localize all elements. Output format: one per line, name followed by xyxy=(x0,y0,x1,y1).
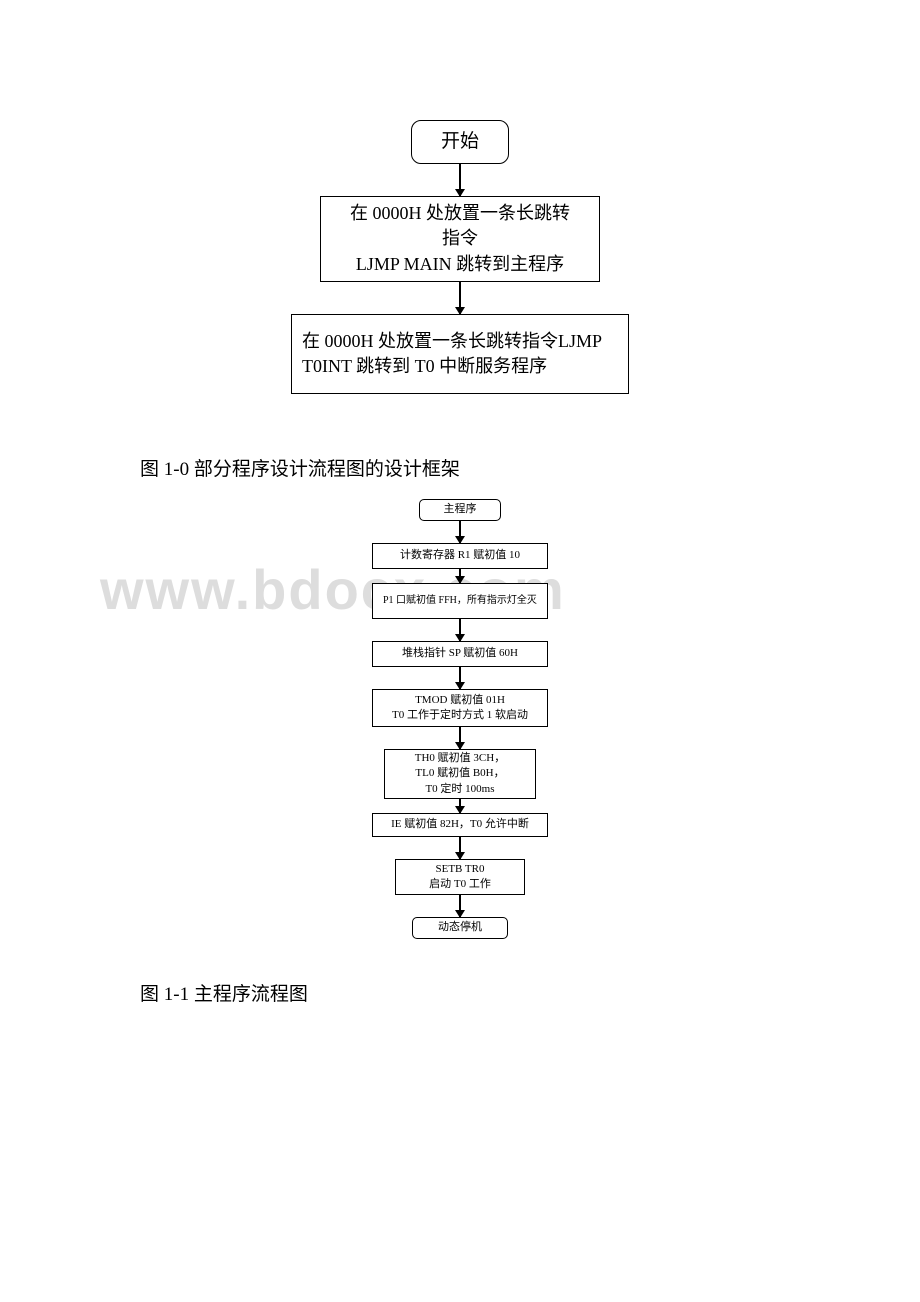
arrow xyxy=(459,837,461,859)
node-label: 在 0000H 处放置一条长跳转指令LJMP T0INT 跳转到 T0 中断服务… xyxy=(292,323,628,385)
fc2-halt: 动态停机 xyxy=(412,917,508,939)
node-label: TH0 赋初值 3CH， TL0 赋初值 B0H， T0 定时 100ms xyxy=(415,751,505,797)
arrow xyxy=(459,895,461,917)
fc2-s1: 计数寄存器 R1 赋初值 10 xyxy=(372,543,548,569)
fc2-s6: IE 赋初值 82H，T0 允许中断 xyxy=(372,813,548,837)
node-label: 开始 xyxy=(441,129,479,156)
node-label: 计数寄存器 R1 赋初值 10 xyxy=(400,548,520,563)
caption-2: 图 1-1 主程序流程图 xyxy=(140,979,920,1006)
arrow xyxy=(459,799,461,813)
arrow xyxy=(459,619,461,641)
flowchart-1: 开始 在 0000H 处放置一条长跳转 指令 LJMP MAIN 跳转到主程序 … xyxy=(290,120,630,394)
arrow xyxy=(459,282,461,314)
fc2-s4: TMOD 赋初值 01H T0 工作于定时方式 1 软启动 xyxy=(372,689,548,727)
fc1-n2: 在 0000H 处放置一条长跳转指令LJMP T0INT 跳转到 T0 中断服务… xyxy=(291,314,629,394)
fc1-n1: 在 0000H 处放置一条长跳转 指令 LJMP MAIN 跳转到主程序 xyxy=(320,196,600,282)
fc2-s2: P1 口赋初值 FFH，所有指示灯全灭 xyxy=(372,583,548,619)
fc2-main: 主程序 xyxy=(419,499,501,521)
arrow xyxy=(459,164,461,196)
arrow xyxy=(459,727,461,749)
arrow xyxy=(459,521,461,543)
node-label: SETB TR0 启动 T0 工作 xyxy=(429,862,491,893)
node-label: 在 0000H 处放置一条长跳转 指令 LJMP MAIN 跳转到主程序 xyxy=(350,201,570,277)
arrow xyxy=(459,569,461,583)
flowchart-2: 主程序 计数寄存器 R1 赋初值 10 P1 口赋初值 FFH，所有指示灯全灭 … xyxy=(360,499,560,939)
fc2-s7: SETB TR0 启动 T0 工作 xyxy=(395,859,525,895)
node-label: 主程序 xyxy=(444,502,477,517)
fc2-s5: TH0 赋初值 3CH， TL0 赋初值 B0H， T0 定时 100ms xyxy=(384,749,536,799)
node-label: IE 赋初值 82H，T0 允许中断 xyxy=(391,817,529,832)
fc2-s3: 堆栈指针 SP 赋初值 60H xyxy=(372,641,548,667)
fc1-start: 开始 xyxy=(411,120,509,164)
node-label: 堆栈指针 SP 赋初值 60H xyxy=(402,646,518,661)
caption-1: 图 1-0 部分程序设计流程图的设计框架 xyxy=(140,454,920,481)
node-label: P1 口赋初值 FFH，所有指示灯全灭 xyxy=(373,588,547,614)
flowchart-2-wrap: www.bdocx.com 主程序 计数寄存器 R1 赋初值 10 P1 口赋初… xyxy=(0,499,920,939)
arrow xyxy=(459,667,461,689)
node-label: 动态停机 xyxy=(438,920,482,935)
node-label: TMOD 赋初值 01H T0 工作于定时方式 1 软启动 xyxy=(392,693,528,724)
